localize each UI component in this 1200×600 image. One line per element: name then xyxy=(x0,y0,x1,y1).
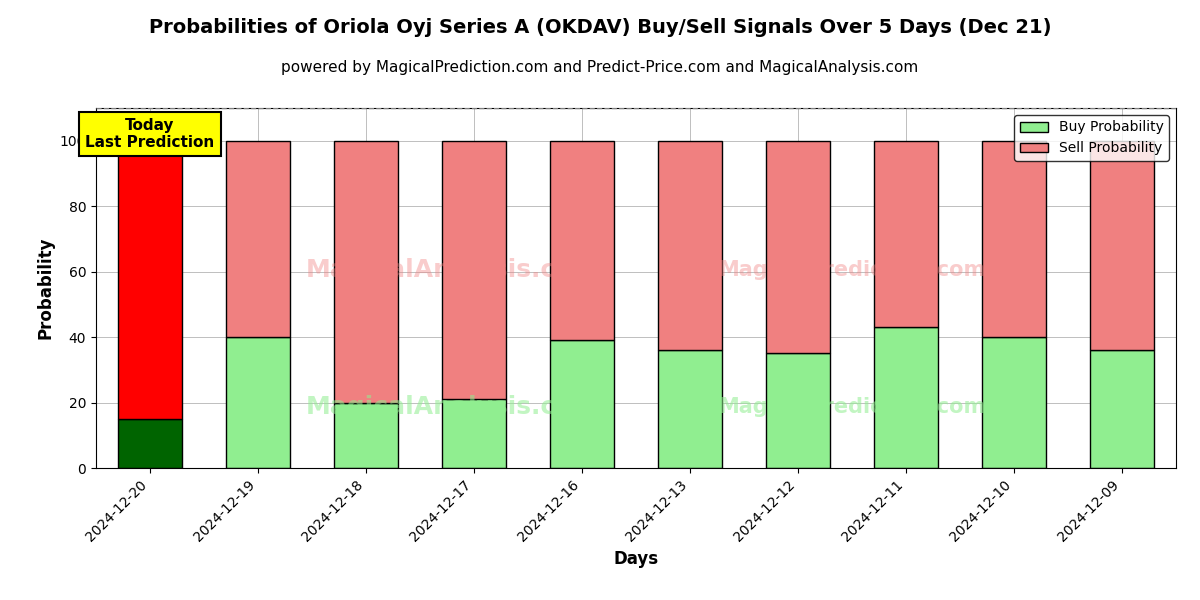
X-axis label: Days: Days xyxy=(613,550,659,568)
Text: powered by MagicalPrediction.com and Predict-Price.com and MagicalAnalysis.com: powered by MagicalPrediction.com and Pre… xyxy=(281,60,919,75)
Bar xyxy=(334,403,398,468)
Bar xyxy=(766,353,830,468)
Bar xyxy=(118,141,182,419)
Bar xyxy=(226,337,290,468)
Y-axis label: Probability: Probability xyxy=(36,237,54,339)
Bar xyxy=(1090,350,1154,468)
Bar xyxy=(550,141,614,340)
Bar xyxy=(874,327,938,468)
Text: MagicalAnalysis.com: MagicalAnalysis.com xyxy=(306,258,599,282)
Bar xyxy=(550,340,614,468)
Bar xyxy=(442,399,506,468)
Bar xyxy=(874,141,938,327)
Text: Today
Last Prediction: Today Last Prediction xyxy=(85,118,215,150)
Bar xyxy=(766,141,830,353)
Text: MagicalAnalysis.com: MagicalAnalysis.com xyxy=(306,395,599,419)
Text: MagicalPrediction.com: MagicalPrediction.com xyxy=(719,397,985,417)
Bar xyxy=(982,337,1046,468)
Bar xyxy=(658,141,722,350)
Bar xyxy=(226,141,290,337)
Bar xyxy=(334,141,398,403)
Bar xyxy=(658,350,722,468)
Text: Probabilities of Oriola Oyj Series A (OKDAV) Buy/Sell Signals Over 5 Days (Dec 2: Probabilities of Oriola Oyj Series A (OK… xyxy=(149,18,1051,37)
Bar xyxy=(1090,141,1154,350)
Bar xyxy=(442,141,506,399)
Bar xyxy=(118,419,182,468)
Text: MagicalPrediction.com: MagicalPrediction.com xyxy=(719,260,985,280)
Legend: Buy Probability, Sell Probability: Buy Probability, Sell Probability xyxy=(1014,115,1169,161)
Bar xyxy=(982,141,1046,337)
